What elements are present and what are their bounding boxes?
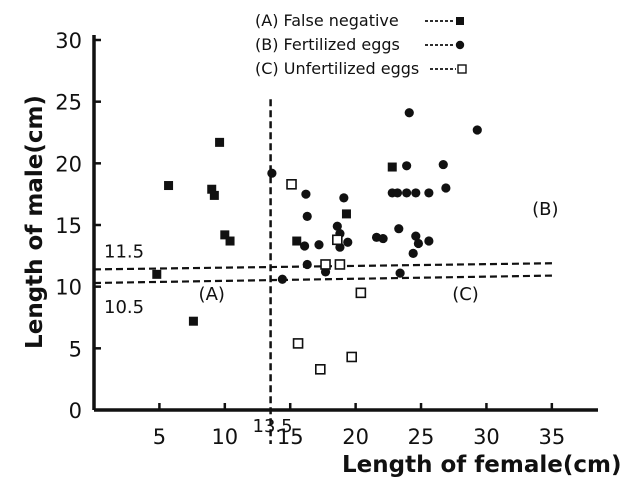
point-false-negative (152, 269, 162, 279)
x-tick-label: 5 (153, 425, 166, 449)
point-fertilized (472, 125, 482, 135)
reference-lines: 13.5 11.5 10.5 (93, 99, 555, 444)
point-fertilized (332, 221, 342, 231)
y-tick-label: 25 (55, 91, 82, 115)
point-unfertilized (355, 287, 367, 299)
legend-marker (457, 64, 467, 74)
point-fertilized (413, 238, 424, 249)
x-tick-label: 10 (211, 425, 238, 449)
point-fertilized (394, 224, 404, 234)
point-false-negative (215, 137, 225, 147)
point-false-negative (341, 209, 351, 219)
point-false-negative (164, 181, 174, 191)
point-unfertilized (315, 363, 326, 375)
point-fertilized (404, 108, 414, 118)
point-fertilized (277, 274, 287, 284)
point-fertilized (441, 183, 451, 193)
region-label: (B) (532, 199, 558, 220)
legend: (A) False negative (B) Fertilized eggs (C)… (255, 11, 467, 78)
point-fertilized (301, 189, 311, 199)
point-fertilized (402, 161, 412, 171)
point-fertilized (411, 231, 421, 241)
x-tick-label: 25 (408, 425, 435, 449)
point-unfertilized (320, 259, 331, 270)
point-fertilized (411, 188, 421, 198)
legend-marker (456, 17, 464, 25)
point-fertilized (402, 188, 412, 198)
point-fertilized (302, 211, 312, 221)
x-axis-title: Length of female(cm) (342, 452, 621, 478)
y-tick-label: 15 (55, 214, 82, 238)
x-tick-label: 20 (342, 425, 369, 449)
legend-label: (C) Unfertilized eggs (255, 59, 419, 78)
point-unfertilized (292, 338, 304, 349)
point-unfertilized (334, 259, 346, 270)
point-false-negative (387, 162, 397, 172)
point-fertilized (378, 233, 388, 244)
point-false-negative (188, 316, 198, 326)
point-fertilized (424, 236, 434, 246)
point-fertilized (314, 240, 324, 250)
point-false-negative (292, 236, 302, 246)
y-tick-label: 0 (69, 399, 82, 423)
reference-line-horizontal (93, 274, 555, 285)
point-false-negative (225, 236, 235, 246)
y-tick-label: 20 (55, 152, 82, 176)
annotations: (A) (C) (B) (199, 199, 559, 305)
point-unfertilized (332, 234, 343, 246)
x-tick-label: 30 (473, 425, 500, 449)
x-tick-label: 35 (538, 425, 565, 449)
point-fertilized (339, 193, 349, 203)
point-fertilized (408, 248, 418, 258)
y-tick-label: 10 (55, 276, 82, 300)
point-false-negative (207, 184, 217, 194)
point-false-negative (220, 230, 230, 240)
y-axis-title: Length of male(cm) (22, 95, 48, 349)
region-label: (A) (199, 284, 225, 305)
point-fertilized (395, 268, 405, 278)
point-fertilized (424, 188, 434, 198)
data-points (152, 108, 482, 375)
y-tick-label: 30 (55, 29, 82, 53)
point-false-negative (209, 190, 219, 200)
point-unfertilized (346, 351, 357, 363)
y-tick-label: 5 (69, 337, 82, 361)
point-fertilized (343, 237, 353, 247)
x-tick-label: 15 (277, 425, 304, 449)
point-fertilized (392, 188, 403, 198)
reference-line-label: 13.5 (253, 416, 293, 437)
region-label: (C) (452, 284, 479, 305)
point-unfertilized (286, 179, 297, 190)
legend-label: (A) False negative (255, 11, 399, 30)
point-fertilized (438, 159, 448, 170)
point-fertilized (302, 259, 312, 270)
reference-line-label: 11.5 (104, 241, 144, 262)
reference-line-label: 10.5 (104, 297, 144, 318)
axes: 5 10 15 20 25 30 35 0 5 10 15 20 25 30 (55, 29, 598, 449)
point-fertilized (300, 241, 310, 251)
legend-marker (455, 40, 465, 50)
legend-label: (B) Fertilized eggs (255, 35, 400, 54)
point-fertilized (267, 168, 277, 178)
